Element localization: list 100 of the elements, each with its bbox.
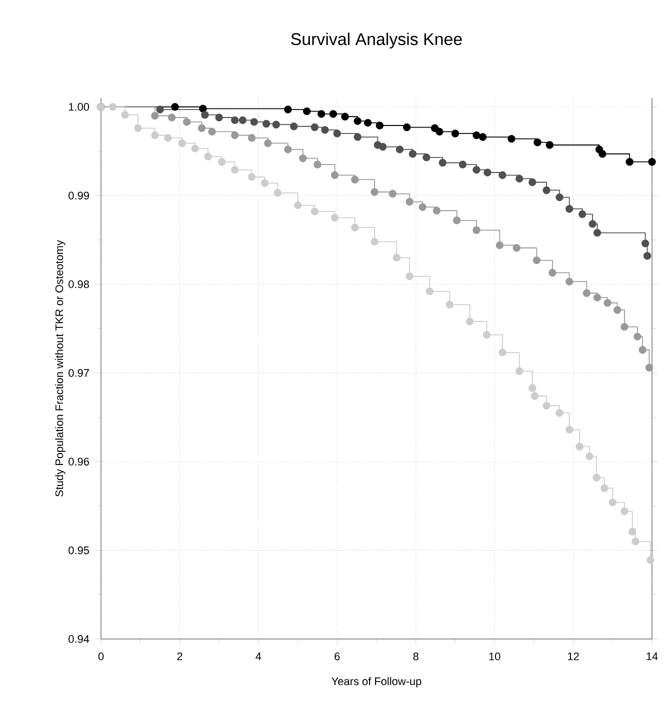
point	[645, 364, 654, 372]
x-tick-label: 6	[334, 652, 340, 660]
point	[512, 244, 520, 252]
point	[402, 123, 411, 132]
point	[151, 112, 159, 120]
point	[472, 226, 480, 234]
point	[634, 332, 642, 340]
point	[151, 131, 159, 140]
point	[248, 173, 256, 181]
point	[218, 158, 226, 166]
x-tick-label: 0	[98, 652, 104, 660]
point	[351, 176, 359, 184]
point	[516, 367, 524, 376]
point	[620, 322, 628, 331]
point	[582, 289, 591, 297]
point	[354, 133, 362, 141]
point	[208, 128, 216, 136]
y-tick-label: 0.95	[68, 546, 90, 554]
point	[528, 384, 536, 392]
point	[566, 426, 574, 434]
point	[238, 116, 247, 124]
point	[446, 300, 454, 308]
point	[191, 144, 199, 152]
point	[199, 104, 207, 112]
point	[530, 392, 539, 400]
point	[250, 118, 258, 126]
x-tick-label: 14	[646, 652, 658, 660]
x-tick-label: 10	[489, 652, 500, 660]
point	[566, 205, 574, 213]
point	[284, 146, 292, 154]
point	[498, 348, 506, 356]
y-tick-label: 0.99	[68, 192, 89, 200]
point	[626, 158, 634, 166]
point	[121, 111, 129, 119]
point	[641, 240, 650, 248]
point	[272, 120, 280, 128]
point	[496, 241, 504, 250]
point	[643, 252, 652, 260]
point	[426, 287, 434, 296]
point	[542, 402, 550, 410]
y-tick-label: 1.00	[68, 103, 90, 111]
point	[171, 103, 179, 111]
point	[310, 123, 319, 132]
point	[620, 507, 628, 516]
point	[198, 124, 206, 132]
point	[321, 126, 329, 134]
x-tick-label: 8	[413, 652, 418, 660]
point	[396, 146, 404, 154]
point	[484, 168, 492, 176]
point	[376, 122, 384, 130]
point	[534, 138, 542, 146]
point	[546, 141, 554, 149]
point	[378, 142, 387, 151]
point	[370, 238, 378, 246]
point	[638, 346, 646, 354]
point	[593, 228, 602, 237]
x-tick-label: 12	[568, 652, 579, 660]
point	[290, 122, 298, 130]
point	[528, 178, 536, 186]
point	[406, 272, 414, 280]
point	[215, 114, 223, 122]
point	[482, 330, 491, 339]
point	[310, 208, 319, 216]
point	[608, 498, 616, 506]
y-axis-title: Study Population Fraction without TKR or Osteotomy	[55, 240, 66, 497]
point	[532, 256, 541, 264]
x-tick-label: 4	[256, 652, 262, 660]
point	[201, 111, 209, 119]
point	[302, 107, 311, 116]
point	[354, 117, 362, 125]
point	[330, 214, 339, 222]
point	[438, 158, 446, 167]
point	[578, 210, 586, 218]
point	[600, 484, 608, 492]
point	[388, 190, 396, 198]
point	[168, 114, 176, 122]
point	[472, 166, 480, 174]
point	[108, 103, 117, 111]
point	[466, 318, 474, 326]
point	[164, 134, 172, 142]
point	[314, 160, 322, 168]
point	[248, 134, 256, 142]
point	[299, 154, 307, 162]
point	[333, 130, 341, 138]
point	[452, 216, 461, 224]
point	[498, 171, 506, 180]
point	[542, 186, 550, 194]
point	[566, 278, 574, 286]
point	[478, 133, 487, 141]
point	[548, 268, 556, 277]
point	[230, 116, 239, 124]
point	[472, 131, 480, 140]
y-tick-label: 0.98	[68, 280, 89, 288]
point	[274, 189, 282, 197]
point	[406, 198, 414, 206]
point	[516, 174, 524, 183]
point	[284, 106, 292, 114]
point	[598, 150, 606, 158]
point	[432, 206, 441, 214]
point	[604, 299, 612, 307]
